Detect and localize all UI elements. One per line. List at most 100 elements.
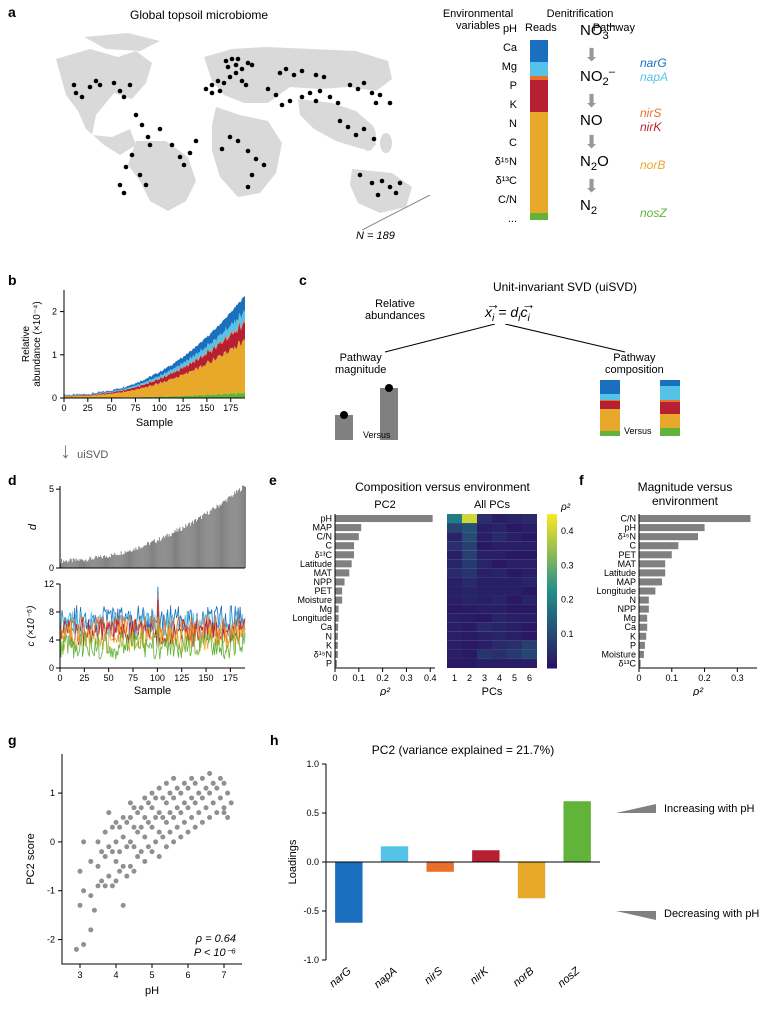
svg-text:0: 0 [49,563,54,573]
svg-text:2: 2 [52,307,57,317]
svg-text:d: d [27,523,39,530]
svg-text:0.2: 0.2 [376,673,389,683]
svg-text:5: 5 [149,970,154,980]
svg-text:Sample: Sample [136,417,173,429]
svg-text:7: 7 [221,970,226,980]
svg-text:175: 175 [223,673,238,683]
svg-text:0.2: 0.2 [698,673,711,683]
svg-text:6: 6 [185,970,190,980]
svg-text:c (×10⁻⁵): c (×10⁻⁵) [26,606,37,647]
svg-text:150: 150 [199,673,214,683]
svg-text:8: 8 [49,607,54,617]
svg-text:nirS: nirS [422,965,445,987]
svg-text:PC2 score: PC2 score [25,833,37,884]
svg-text:nosZ: nosZ [556,964,583,990]
panel-e: e Composition versus environment PC2pHMA… [275,480,580,700]
svg-text:175: 175 [223,403,238,413]
svg-text:25: 25 [79,673,89,683]
panel-f-title: Magnitude versus environment [605,480,765,508]
svg-text:ρ²: ρ² [560,502,571,513]
panel-d-label: d [8,472,17,488]
svg-text:4: 4 [49,635,54,645]
svg-text:0.2: 0.2 [561,595,574,605]
svg-text:0.3: 0.3 [400,673,413,683]
svg-text:125: 125 [174,673,189,683]
svg-text:napA: napA [372,965,399,991]
panel-d: d 05d048120255075100125150175Samplec (×1… [20,480,250,695]
svg-text:100: 100 [150,673,165,683]
svg-text:PC2 (variance explained = 21.7: PC2 (variance explained = 21.7%) [372,743,554,757]
svg-text:PCs: PCs [482,686,503,696]
panel-c-title: Unit-invariant SVD (uiSVD) [385,280,745,294]
panel-a: a Global topsoil microbiome N = 189 Envi… [0,0,770,250]
svg-text:Decreasing with pH: Decreasing with pH [664,908,759,920]
svg-text:0: 0 [52,393,57,403]
svg-text:1: 1 [52,350,57,360]
svg-text:0.4: 0.4 [561,526,574,536]
panel-a-label: a [8,4,16,20]
svg-text:0: 0 [332,673,337,683]
svg-text:0: 0 [50,837,55,847]
svg-text:ρ = 0.64: ρ = 0.64 [195,933,236,945]
svg-text:0.1: 0.1 [561,629,574,639]
panel-h: h PC2 (variance explained = 21.7%)narGna… [280,740,760,1000]
panel-b: b 0255075100125150175012SampleRelativeab… [20,280,250,430]
svg-text:-2: -2 [47,935,55,945]
svg-text:Loadings: Loadings [287,839,299,884]
svg-text:5: 5 [49,484,54,494]
svg-text:2: 2 [467,673,472,683]
svg-text:1.0: 1.0 [306,759,319,769]
panel-c: c Unit-invariant SVD (uiSVD) Relative ab… [305,280,745,440]
panel-g-label: g [8,732,17,748]
svg-text:75: 75 [130,403,140,413]
svg-text:0.1: 0.1 [353,673,366,683]
svg-text:Versus: Versus [363,430,391,440]
svg-text:0: 0 [49,663,54,673]
panel-b-label: b [8,272,17,288]
panel-g: g 34567-2-101pHPC2 scoreρ = 0.64P < 10⁻⁶ [20,740,250,1000]
mag-title: Pathway magnitude [335,352,386,376]
comp-title: Pathway composition [605,352,664,376]
svg-text:5: 5 [512,673,517,683]
panel-h-label: h [270,732,279,748]
svg-text:50: 50 [104,673,114,683]
svg-text:75: 75 [128,673,138,683]
comp-bars: Versus [595,380,715,440]
svg-text:pH: pH [145,985,159,997]
svg-text:PC2: PC2 [374,499,395,511]
rel-abund-label: Relative abundances [365,298,425,322]
c-branches [365,324,645,354]
svg-text:6: 6 [527,673,532,683]
svg-text:0.3: 0.3 [731,673,744,683]
svg-text:4: 4 [113,970,118,980]
svg-text:ρ²: ρ² [692,686,703,696]
panel-c-label: c [299,272,307,288]
svg-text:norB: norB [511,965,537,989]
svg-text:0.3: 0.3 [561,560,574,570]
env-vars-list: pHCaMgPKNCδ¹⁵Nδ¹³CC/N... [435,20,525,229]
svg-text:1: 1 [50,788,55,798]
uisvd-arrow: ↓ uiSVD [60,438,108,464]
svg-text:All PCs: All PCs [474,499,511,511]
panel-e-title: Composition versus environment [305,480,580,494]
svg-text:0.5: 0.5 [306,808,319,818]
svg-text:0.4: 0.4 [424,673,437,683]
svg-text:0: 0 [61,403,66,413]
leader-line [362,195,432,245]
world-map [20,25,420,235]
svg-text:Relativeabundance (×10⁻⁴): Relativeabundance (×10⁻⁴) [21,301,43,386]
svg-text:0.1: 0.1 [666,673,679,683]
svg-text:0: 0 [636,673,641,683]
svg-text:δ¹³C: δ¹³C [618,658,636,668]
svg-text:nirK: nirK [468,965,491,987]
panel-f: f Magnitude versus environment C/NpHδ¹⁵N… [585,480,765,700]
map-title: Global topsoil microbiome [130,8,268,22]
svg-text:-0.5: -0.5 [303,906,319,916]
svg-text:3: 3 [482,673,487,683]
svg-text:150: 150 [199,403,214,413]
svg-text:1: 1 [452,673,457,683]
reads-stacked-bar [530,40,548,220]
pathway-column: NO3–⬇NO2–⬇NO⬇N2O⬇N2narGnapAnirSnirKnorBn… [580,20,760,223]
svg-text:25: 25 [83,403,93,413]
svg-text:Increasing with pH: Increasing with pH [664,803,755,815]
